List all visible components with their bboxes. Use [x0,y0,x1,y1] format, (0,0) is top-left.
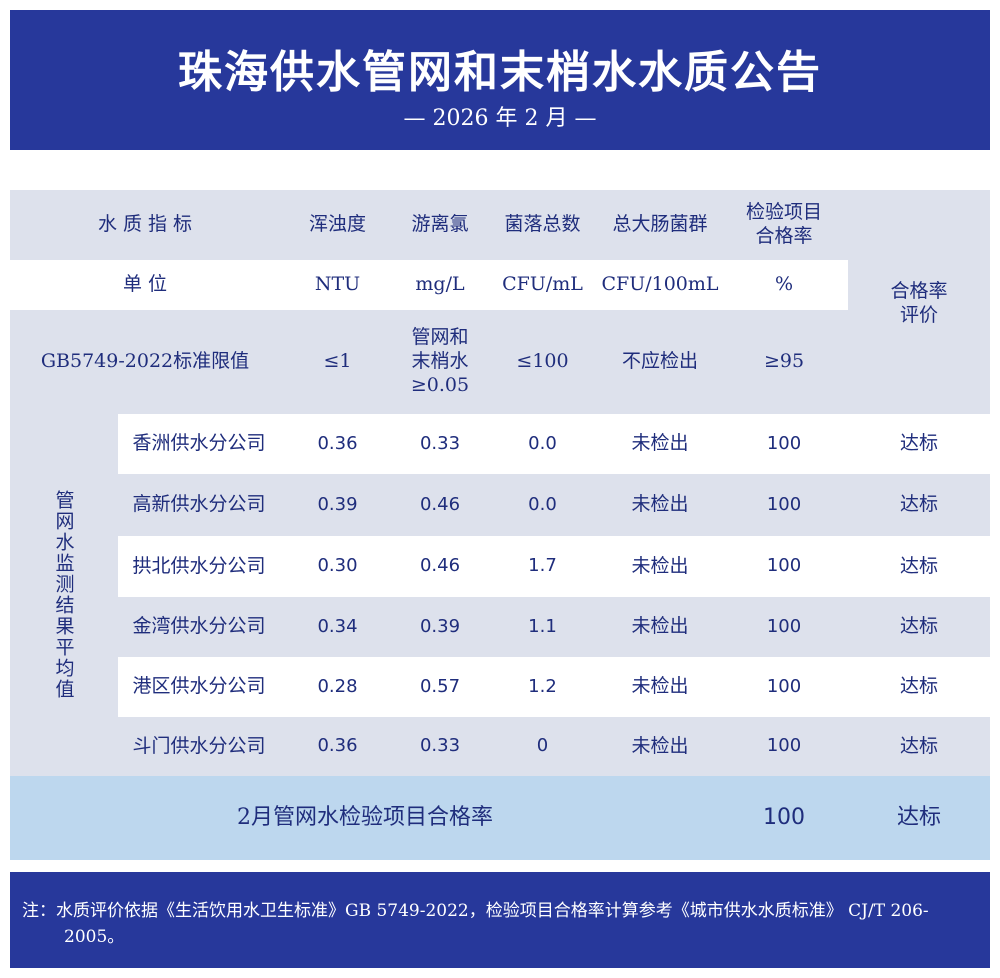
row-bg [848,258,990,414]
evaluation-label: 合格率 评价 [890,280,948,326]
standard: ≤1 [323,350,352,373]
cell-value: 0.39 [419,615,461,637]
cell-value: 0.46 [419,493,461,515]
standard: 管网和 末梢水 ≥0.05 [410,326,470,396]
row-bg [118,597,990,657]
company-name: 香洲供水分公司 [132,432,266,455]
cell-value: 100 [766,615,802,637]
column-header: 菌落总数 [504,213,581,236]
cell-value: 0.57 [419,675,461,697]
cell-value: 0.33 [419,735,461,757]
cell-value: 0.36 [317,432,358,454]
column-header: 总大肠菌群 [612,213,708,236]
cell-value: 0.34 [317,615,358,637]
row-bg [118,657,990,717]
footer-band [10,872,990,968]
row-bg [10,260,848,310]
row-bg [118,474,990,536]
indicator-label: 水 质 指 标 [97,213,193,236]
summary-label: 2月管网水检验项目合格率 [237,805,493,831]
cell-value: 未检出 [631,734,689,757]
header-band [10,10,990,150]
standard: 不应检出 [621,350,698,373]
cell-value: 0.28 [317,675,358,697]
row-bg [10,190,990,260]
cell-value: 达标 [899,493,938,516]
cell-value: 未检出 [631,432,689,455]
cell-value: 达标 [899,615,938,638]
row-bg [118,536,990,597]
unit: % [774,273,794,296]
summary-result: 达标 [896,805,941,831]
cell-value: 达标 [899,734,938,757]
cell-value: 100 [766,432,802,454]
cell-value: 1.2 [528,675,557,697]
group-label: 管网水监测结果平均值 [52,490,75,700]
cell-value: 100 [766,493,802,515]
company-name: 金湾供水分公司 [132,615,266,638]
row-bg [10,310,848,414]
cell-value: 1.1 [528,615,557,637]
summary-value: 100 [763,805,805,831]
company-name: 拱北供水分公司 [132,554,266,577]
cell-value: 0.0 [528,432,557,454]
standard-label: GB5749-2022标准限值 [40,350,250,373]
cell-value: 0.39 [317,493,358,515]
cell-value: 0.30 [317,555,358,577]
cell-value: 未检出 [631,493,689,516]
cell-value: 0.0 [528,493,557,515]
cell-value: 未检出 [631,675,689,698]
cell-value: 达标 [899,432,938,455]
company-name: 斗门供水分公司 [132,734,266,757]
cell-value: 100 [766,555,802,577]
subtitle: — 2026 年 2 月 — [403,106,597,131]
standard: ≥95 [763,350,805,373]
cell-value: 100 [766,675,802,697]
cell-value: 0.36 [317,735,358,757]
summary-bg [10,776,990,860]
cell-value: 达标 [899,554,938,577]
column-header: 检验项目 合格率 [745,201,822,247]
column-header: 游离氯 [411,213,469,236]
row-bg [118,717,990,776]
cell-value: 达标 [899,675,938,698]
cell-value: 1.7 [528,555,557,577]
standard: ≤100 [516,350,569,373]
cell-value: 0.33 [419,432,461,454]
cell-value: 0 [536,735,549,757]
cell-value: 未检出 [631,554,689,577]
cell-value: 100 [766,735,802,757]
row-bg [118,414,990,474]
cell-value: 0.46 [419,555,461,577]
group-bg [10,414,118,776]
unit: NTU [314,273,361,296]
unit-label: 单 位 [122,273,168,296]
column-header: 浑浊度 [308,213,366,236]
company-name: 港区供水分公司 [132,675,266,698]
cell-value: 未检出 [631,615,689,638]
unit: CFU/100mL [601,273,719,296]
footer-note: 注：水质评价依据《生活饮用水卫生标准》GB 5749-2022，检验项目合格率计… [22,901,929,947]
title: 珠海供水管网和末梢水水质公告 [178,47,822,98]
unit: CFU/mL [502,273,583,296]
unit: mg/L [415,273,465,296]
company-name: 高新供水分公司 [132,493,266,516]
